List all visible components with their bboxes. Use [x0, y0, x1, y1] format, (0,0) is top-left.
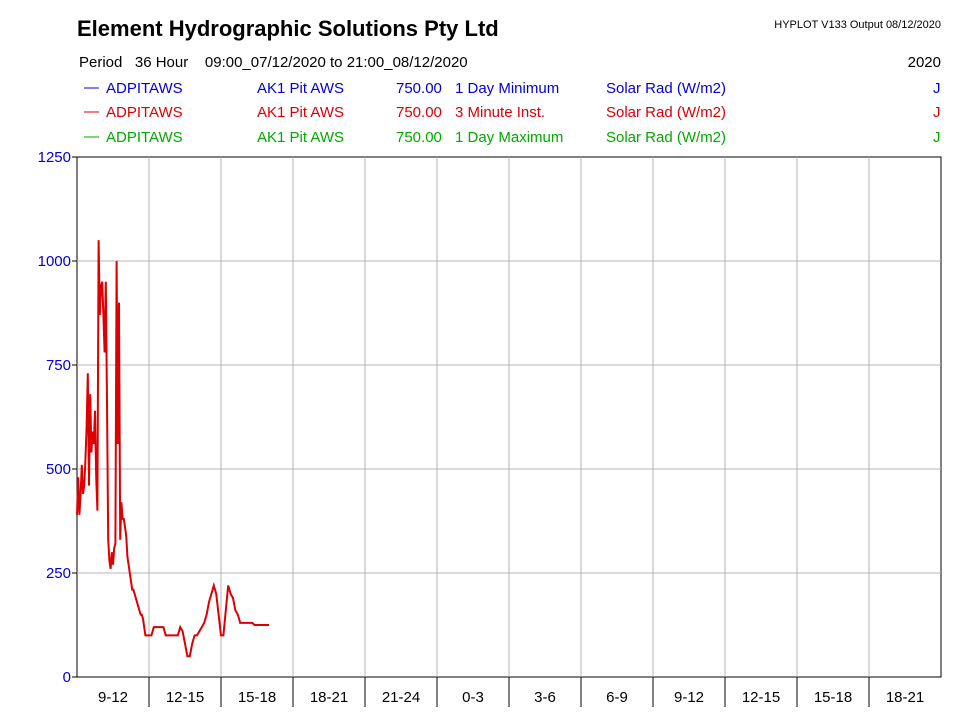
legend-site: ADPITAWS [106, 104, 183, 121]
y-tick-label: 1000 [38, 253, 71, 270]
legend-dash: — [84, 128, 99, 145]
legend-statistic: 1 Day Maximum [455, 129, 564, 146]
legend-parameter: Solar Rad (W/m2) [606, 129, 727, 146]
y-tick-label: 1250 [38, 149, 71, 166]
x-tick-label: 9-12 [674, 689, 704, 706]
x-tick-label: 15-18 [238, 689, 276, 706]
legend-site-name: AK1 Pit AWS [257, 104, 344, 121]
y-tick-label: 0 [63, 669, 71, 686]
legend-statistic: 1 Day Minimum [455, 80, 560, 97]
legend-row-minimum: — ADPITAWS AK1 Pit AWS 750.00 1 Day Mini… [0, 79, 968, 100]
legend-statistic: 3 Minute Inst. [455, 104, 546, 121]
legend-flag: J [933, 104, 941, 121]
legend-dash: — [84, 79, 99, 96]
x-tick-label: 18-21 [310, 689, 348, 706]
x-tick-label: 21-24 [382, 689, 420, 706]
x-tick-label: 0-3 [462, 689, 484, 706]
legend-site-name: AK1 Pit AWS [257, 80, 344, 97]
y-tick-label: 500 [46, 461, 71, 478]
legend-parameter: Solar Rad (W/m2) [606, 80, 727, 97]
version-output-label: HYPLOT V133 Output 08/12/2020 [774, 19, 941, 31]
x-tick-label: 12-15 [166, 689, 204, 706]
series-line-3-minute-inst [76, 240, 269, 658]
legend-row-maximum: — ADPITAWS AK1 Pit AWS 750.00 1 Day Maxi… [0, 128, 968, 149]
legend-dash: — [84, 103, 99, 120]
x-tick-label: 6-9 [606, 689, 628, 706]
legend-site-name: AK1 Pit AWS [257, 129, 344, 146]
x-tick-label: 12-15 [742, 689, 780, 706]
y-tick-label: 750 [46, 357, 71, 374]
year-label: 2020 [907, 54, 941, 71]
y-tick-label: 250 [46, 565, 71, 582]
chart-title: Element Hydrographic Solutions Pty Ltd [77, 16, 499, 41]
x-tick-label: 18-21 [886, 689, 924, 706]
period-label: Period 36 Hour 09:00_07/12/2020 to 21:00… [79, 54, 468, 71]
legend-parameter: Solar Rad (W/m2) [606, 104, 727, 121]
legend-row-instantaneous: — ADPITAWS AK1 Pit AWS 750.00 3 Minute I… [0, 103, 968, 124]
x-tick-label: 3-6 [534, 689, 556, 706]
x-tick-label: 15-18 [814, 689, 852, 706]
legend-site: ADPITAWS [106, 80, 183, 97]
legend-number: 750.00 [396, 129, 442, 146]
legend-flag: J [933, 129, 941, 146]
legend-site: ADPITAWS [106, 129, 183, 146]
legend-flag: J [933, 80, 941, 97]
x-tick-label: 9-12 [98, 689, 128, 706]
legend-number: 750.00 [396, 104, 442, 121]
legend-number: 750.00 [396, 80, 442, 97]
